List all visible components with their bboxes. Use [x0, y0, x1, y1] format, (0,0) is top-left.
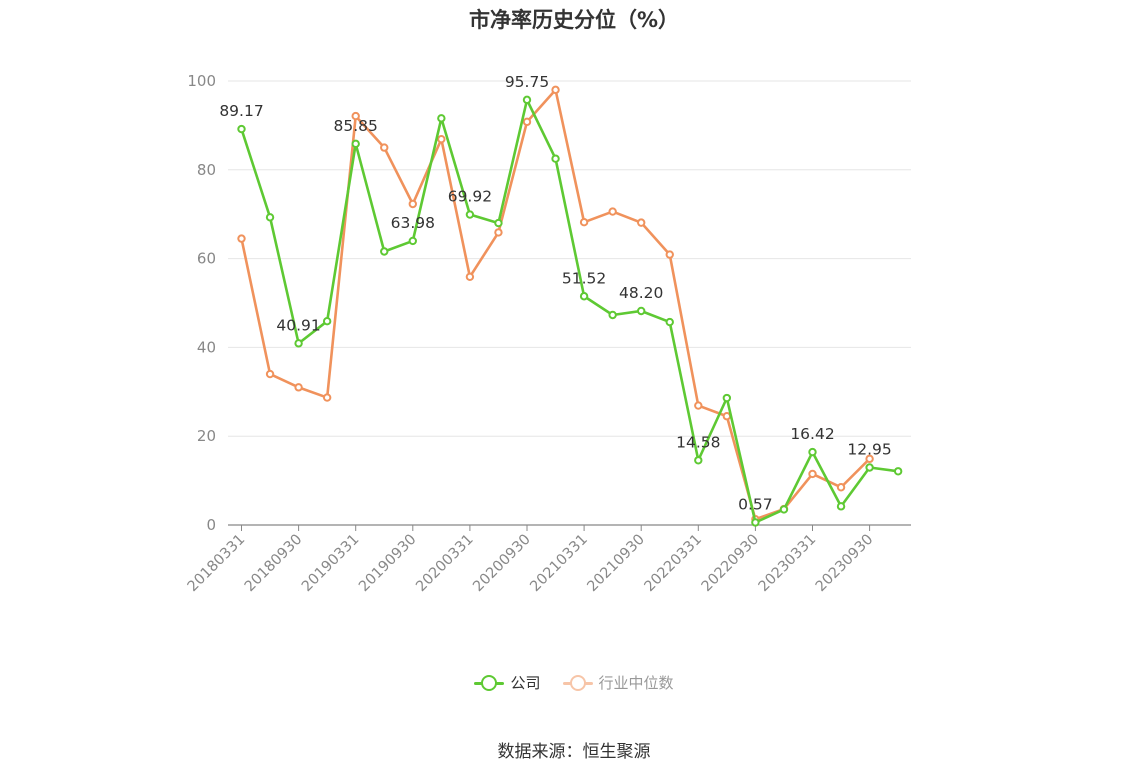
point-company	[751, 518, 760, 527]
point-company	[551, 154, 560, 163]
chart-title: 市净率历史分位（%）	[468, 8, 680, 32]
data-label: 14.58	[676, 433, 720, 451]
x-tick-label: 20200331	[413, 532, 477, 596]
legend-label-company: 公司	[510, 674, 541, 692]
legend-swatch-company	[474, 673, 505, 693]
point-industry	[465, 272, 475, 282]
data-label: 51.52	[562, 269, 606, 287]
point-industry	[294, 383, 303, 392]
point-industry	[608, 207, 617, 216]
x-tick-label: 20190331	[299, 532, 363, 596]
point-industry	[551, 85, 560, 95]
y-axis-ticks: 0 20 40 60 80 100	[187, 72, 216, 534]
point-company	[808, 447, 817, 457]
point-industry	[322, 393, 332, 402]
data-label: 85.85	[334, 117, 378, 135]
point-industry	[836, 483, 846, 492]
point-industry	[865, 454, 874, 464]
y-tick-label: 60	[197, 250, 216, 268]
legend-swatch-industry	[562, 673, 593, 693]
point-industry	[637, 218, 646, 227]
x-tick-label: 20210930	[585, 532, 649, 596]
y-tick-label: 80	[197, 161, 216, 179]
point-company	[265, 213, 275, 222]
x-tick-label: 20230930	[813, 532, 877, 596]
x-tick-label: 20180331	[185, 532, 249, 596]
x-axis: 2018033120180930201903312019093020200331…	[185, 524, 911, 596]
point-company	[665, 317, 674, 327]
point-company	[465, 210, 475, 219]
x-tick-label: 20220331	[642, 532, 706, 596]
point-company	[294, 339, 303, 348]
point-company	[694, 456, 703, 465]
point-industry	[579, 217, 589, 227]
legend: 公司 行业中位数	[0, 672, 1148, 693]
data-labels: 89.17 40.91 85.85 63.98 69.92 95.75 51.52 48.20…	[219, 73, 891, 514]
point-company	[865, 463, 874, 472]
point-industry	[380, 143, 389, 152]
data-label: 40.91	[276, 316, 320, 334]
data-label: 16.42	[790, 425, 834, 443]
y-tick-label: 40	[197, 338, 216, 356]
point-industry	[437, 134, 446, 144]
point-company	[351, 139, 360, 149]
data-label: 95.75	[505, 73, 549, 91]
point-industry	[351, 111, 360, 121]
data-source: 数据来源：恒生聚源	[497, 742, 651, 762]
point-industry	[808, 469, 817, 479]
y-tick-label: 20	[197, 427, 216, 445]
series-line-industry	[240, 88, 871, 521]
point-company	[893, 467, 903, 476]
point-industry	[665, 250, 674, 259]
x-tick-label: 20190930	[356, 532, 420, 596]
point-company	[522, 95, 532, 105]
point-company	[408, 236, 417, 246]
data-label: 0.57	[738, 495, 773, 513]
legend-item-industry[interactable]: 行业中位数	[562, 672, 674, 693]
point-company	[579, 292, 589, 301]
data-label: 89.17	[219, 102, 263, 120]
point-company	[836, 502, 846, 511]
point-industry	[408, 199, 417, 209]
point-company	[779, 505, 789, 514]
point-company	[722, 393, 732, 403]
point-industry	[694, 401, 703, 410]
point-industry	[722, 412, 732, 421]
data-label: 69.92	[448, 188, 492, 206]
point-company	[380, 247, 389, 256]
point-company	[237, 124, 246, 134]
x-tick-label: 20180930	[242, 532, 306, 596]
data-label: 12.95	[847, 441, 891, 459]
point-industry	[494, 228, 503, 237]
series-lines	[237, 85, 903, 527]
y-tick-label: 100	[187, 72, 216, 90]
x-tick-label: 20220930	[699, 532, 763, 596]
point-company	[637, 306, 646, 316]
legend-label-industry: 行业中位数	[598, 674, 674, 692]
x-tick-label: 20210331	[527, 532, 591, 596]
x-tick-label: 20200930	[470, 532, 534, 596]
point-industry	[237, 234, 246, 243]
point-industry	[265, 369, 275, 379]
point-company	[322, 317, 332, 326]
data-label: 48.20	[619, 284, 663, 302]
legend-item-company[interactable]: 公司	[474, 672, 541, 693]
point-company	[608, 310, 617, 320]
point-company	[437, 114, 446, 123]
point-industry	[522, 117, 532, 127]
point-company	[494, 218, 503, 228]
data-label: 63.98	[391, 214, 435, 232]
y-tick-label: 0	[206, 516, 216, 534]
x-tick-label: 20230331	[756, 532, 820, 596]
series-line-company	[240, 98, 899, 524]
grid-lines	[228, 80, 911, 437]
